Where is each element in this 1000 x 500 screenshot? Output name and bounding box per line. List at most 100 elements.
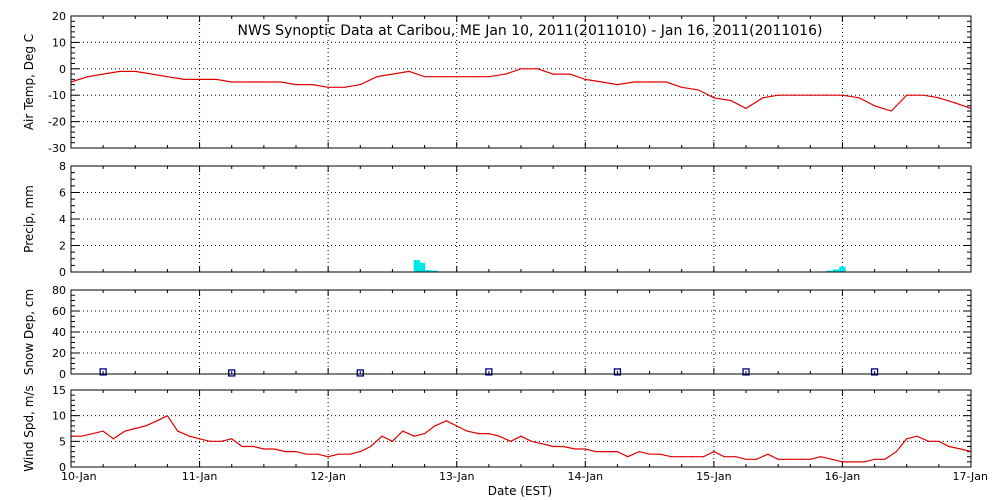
precip-y-axis-title: Precip, mm [22, 185, 36, 253]
x-tick-label: 11-Jan [182, 470, 218, 483]
wind-speed-point [927, 440, 930, 442]
wind-speed-point [327, 456, 329, 458]
air-temp-y-tick-label: -30 [48, 142, 66, 155]
air-temp-point [295, 84, 297, 86]
wind-speed-point [220, 440, 223, 442]
air-temp-point [841, 94, 844, 96]
x-tick-label: 14-Jan [568, 470, 604, 483]
wind-speed-point [852, 461, 854, 463]
wind-speed-point [530, 440, 532, 442]
wind-speed-point [369, 445, 372, 448]
wind-speed-y-tick-label: 0 [59, 461, 66, 474]
wind-speed-point [273, 448, 275, 450]
wind-speed-y-tick-label: 5 [59, 435, 66, 448]
air-temp-point [231, 81, 233, 83]
air-temp-point [681, 86, 683, 88]
wind-speed-point [831, 458, 833, 460]
wind-speed-point [723, 456, 725, 458]
air-temp-point [376, 76, 378, 78]
air-temp-y-tick-label: 20 [52, 10, 66, 23]
wind-speed-point [252, 445, 255, 448]
wind-speed-point [423, 433, 426, 435]
wind-speed-y-axis-title: Wind Spd, m/s [22, 385, 36, 471]
x-tick-label: 17-Jan [952, 470, 988, 483]
air-temp-point [440, 76, 442, 78]
air-temp-point [359, 84, 361, 86]
wind-speed-point [231, 438, 233, 440]
precip-bar [826, 270, 833, 272]
air-temp-point [263, 81, 265, 83]
air-temp-frame [70, 15, 972, 149]
wind-speed-point [456, 425, 458, 427]
air-temp-point [102, 73, 104, 75]
wind-speed-point [166, 415, 169, 417]
air-temp-point [584, 78, 586, 80]
x-tick-label: 13-Jan [439, 470, 475, 483]
wind-speed-point [198, 438, 201, 440]
precip-y-tick-label: 2 [59, 240, 66, 253]
wind-speed-point [819, 456, 822, 458]
air-temp-point [697, 89, 700, 91]
air-temp-point [954, 102, 957, 104]
air-temp-y-tick-label: -20 [48, 116, 66, 129]
wind-speed-point [562, 445, 565, 448]
air-temp-point [601, 81, 603, 83]
wind-speed-point [188, 435, 190, 437]
precip-bar [832, 269, 840, 272]
x-axis-title: Date (EST) [488, 484, 552, 498]
wind-speed-point [263, 448, 265, 450]
precip-panel: 0 2 4 6 8 Precip, mm [22, 160, 972, 279]
wind-speed-point [349, 453, 351, 455]
wind-speed-point [134, 427, 136, 430]
wind-speed-point [606, 451, 608, 453]
precip-bar [431, 270, 439, 272]
air-temp-point [616, 84, 619, 86]
snow-depth-y-axis-title: Snow Dep, cm [22, 289, 36, 375]
air-temp-point [119, 70, 121, 73]
wind-speed-point [381, 435, 383, 437]
wind-speed-point [434, 425, 436, 427]
wind-speed-point [209, 440, 211, 442]
x-tick-label: 15-Jan [696, 470, 732, 483]
precip-y-tick-label: 4 [59, 213, 66, 226]
air-temp-y-axis-title: Air Temp, Deg C [22, 34, 36, 130]
air-temp-point [312, 84, 314, 86]
air-temp-point [569, 73, 571, 75]
precip-frame [70, 165, 972, 273]
wind-speed-point [594, 451, 597, 453]
wind-speed-point [466, 430, 468, 432]
air-temp-point [713, 97, 715, 99]
wind-speed-panel: 0 5 10 15 Wind Spd, m/s 10-Jan 11-Jan 12-Jan 13-… [22, 384, 988, 483]
air-temp-point [279, 81, 282, 83]
snow-depth-y-tick-label: 80 [52, 284, 66, 297]
wind-speed-point [102, 430, 104, 432]
air-temp-point [344, 86, 346, 88]
wind-speed-point [767, 453, 769, 455]
snow-depth-point [870, 368, 879, 376]
wind-speed-point [638, 451, 640, 453]
wind-speed-point [510, 440, 512, 442]
wind-speed-y-tick-label: 15 [52, 384, 66, 397]
snow-depth-point [485, 368, 493, 376]
air-temp-point [87, 76, 89, 78]
precip-bar [425, 270, 432, 272]
air-temp-point [729, 99, 732, 102]
wind-speed-point [92, 433, 94, 435]
air-temp-point [520, 68, 522, 70]
air-temp-point [794, 94, 796, 96]
air-temp-point [423, 76, 426, 78]
wind-speed-point [884, 458, 886, 460]
wind-speed-point [681, 456, 683, 458]
air-temp-point [247, 81, 250, 83]
wind-speed-point [755, 458, 757, 460]
air-temp-point [762, 97, 764, 99]
air-temp-point [633, 81, 635, 83]
snow-depth-y-tick-label: 0 [59, 368, 66, 381]
air-temp-point [134, 70, 136, 73]
air-temp-point [183, 78, 185, 80]
wind-speed-point [799, 458, 801, 460]
air-temp-point [456, 76, 458, 78]
wind-speed-point [156, 420, 158, 422]
wind-speed-point [477, 433, 480, 435]
